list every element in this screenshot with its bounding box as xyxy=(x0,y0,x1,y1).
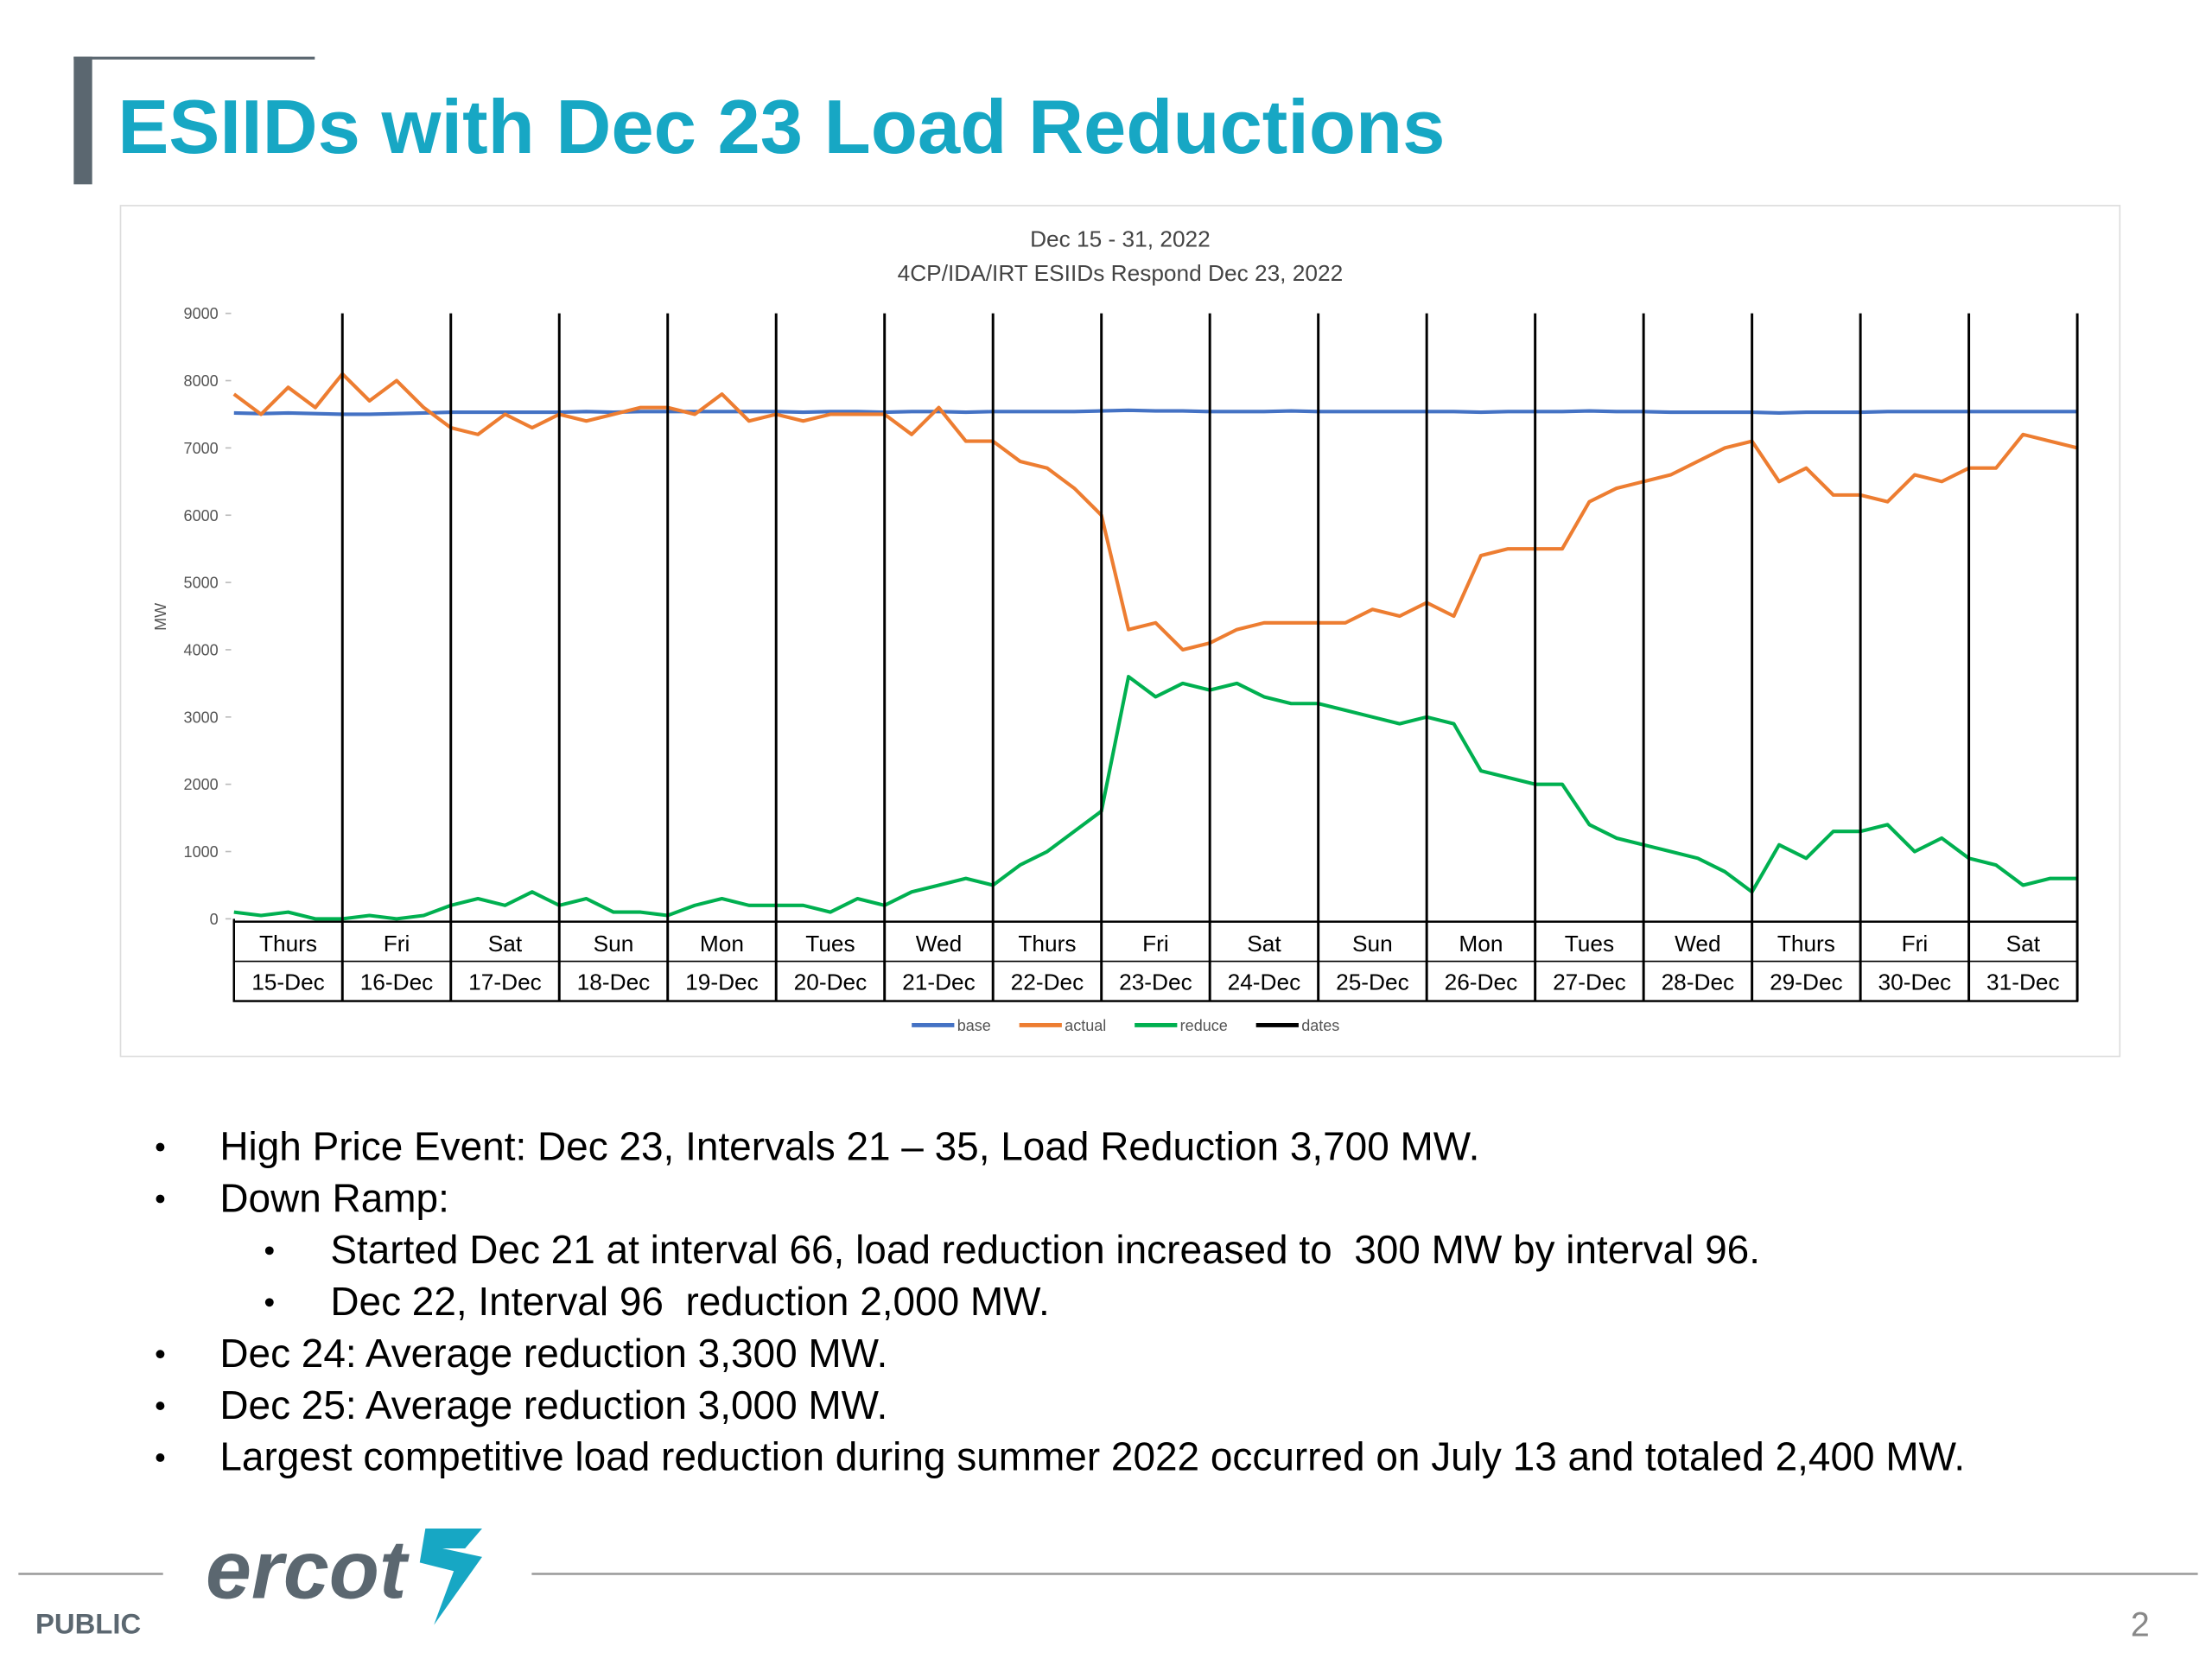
x-tick-weekday: Mon xyxy=(1459,931,1503,957)
y-tick-label: 8000 xyxy=(184,372,219,390)
x-tick-weekday: Thurs xyxy=(259,931,317,957)
y-tick-label: 6000 xyxy=(184,507,219,524)
x-tick-weekday: Fri xyxy=(1902,931,1929,957)
x-tick-date: 19-Dec xyxy=(685,969,759,995)
slide-title: ESIIDs with Dec 23 Load Reductions xyxy=(118,84,1445,169)
series-line xyxy=(233,408,2078,416)
legend-label: actual xyxy=(1065,1017,1106,1034)
chart: 0 1000 2000 3000 4000 5000 6000 7000 8000 9000 Thu… xyxy=(184,305,2079,1034)
x-tick-weekday: Sat xyxy=(488,931,523,957)
chart-subtitle: 4CP/IDA/IRT ESIIDs Respond Dec 23, 2022 xyxy=(898,260,1344,286)
x-tick-weekday: Thurs xyxy=(1018,931,1076,957)
chart-frame xyxy=(119,205,2121,1058)
x-tick-weekday: Sun xyxy=(1352,931,1393,957)
bullet-dot xyxy=(156,1350,165,1359)
bullet-text: High Price Event: Dec 23, Intervals 21 –… xyxy=(219,1123,1479,1168)
x-tick-weekday: Mon xyxy=(700,931,744,957)
bullet-text: Largest competitive load reduction durin… xyxy=(219,1434,1965,1479)
sub-bullet-dot xyxy=(264,1246,274,1255)
x-tick-date: 27-Dec xyxy=(1553,969,1626,995)
logo-text: ercot xyxy=(206,1524,410,1616)
legend-label: reduce xyxy=(1180,1017,1228,1034)
x-tick-date: 25-Dec xyxy=(1336,969,1409,995)
x-tick-date: 18-Dec xyxy=(577,969,651,995)
bullet-dot xyxy=(156,1402,165,1410)
legend-label: base xyxy=(957,1017,991,1034)
x-tick-weekday: Wed xyxy=(916,931,963,957)
bullet-list: High Price Event: Dec 23, Intervals 21 –… xyxy=(156,1123,1965,1479)
series-line xyxy=(233,675,2078,921)
y-tick-label: 2000 xyxy=(184,776,219,793)
x-tick-date: 30-Dec xyxy=(1878,969,1952,995)
chart-title: Dec 15 - 31, 2022 xyxy=(1030,226,1211,252)
legend-label: dates xyxy=(1301,1017,1339,1034)
y-tick-label: 9000 xyxy=(184,305,219,322)
x-tick-date: 29-Dec xyxy=(1770,969,1843,995)
y-tick-label: 1000 xyxy=(184,843,219,861)
x-tick-date: 28-Dec xyxy=(1662,969,1735,995)
x-tick-date: 24-Dec xyxy=(1228,969,1301,995)
bullet-dot xyxy=(156,1194,165,1204)
x-tick-date: 22-Dec xyxy=(1011,969,1084,995)
y-tick-label: 7000 xyxy=(184,440,219,457)
x-tick-weekday: Fri xyxy=(384,931,410,957)
x-tick-weekday: Thurs xyxy=(1777,931,1835,957)
title-bar xyxy=(73,56,92,185)
y-tick-label: 4000 xyxy=(184,642,219,659)
sub-bullet-text: Dec 22, Interval 96 reduction 2,000 MW. xyxy=(330,1279,1049,1324)
bullet-text: Dec 25: Average reduction 3,000 MW. xyxy=(219,1382,887,1427)
x-tick-date: 16-Dec xyxy=(360,969,434,995)
footer-label: PUBLIC xyxy=(35,1607,141,1639)
bullet-dot xyxy=(156,1142,165,1152)
page-number: 2 xyxy=(2131,1606,2150,1644)
sub-bullet-dot xyxy=(264,1298,274,1307)
x-tick-weekday: Sun xyxy=(594,931,634,957)
x-tick-date: 21-Dec xyxy=(902,969,976,995)
x-tick-weekday: Sat xyxy=(2006,931,2041,957)
x-tick-weekday: Wed xyxy=(1675,931,1721,957)
x-tick-weekday: Tues xyxy=(1565,931,1614,957)
x-tick-date: 26-Dec xyxy=(1445,969,1518,995)
x-tick-date: 20-Dec xyxy=(794,969,868,995)
y-tick-label: 0 xyxy=(210,911,219,928)
x-tick-date: 31-Dec xyxy=(1986,969,2060,995)
x-tick-weekday: Fri xyxy=(1142,931,1169,957)
y-axis-label: MW xyxy=(152,603,169,631)
series-line xyxy=(232,372,2078,652)
bullet-dot xyxy=(156,1453,165,1462)
y-tick-label: 3000 xyxy=(184,709,219,726)
x-tick-weekday: Sat xyxy=(1247,931,1281,957)
logo-icon xyxy=(419,1529,482,1625)
x-tick-weekday: Tues xyxy=(805,931,855,957)
sub-bullet-text: Started Dec 21 at interval 66, load redu… xyxy=(330,1227,1760,1272)
y-tick-label: 5000 xyxy=(184,575,219,592)
x-tick-date: 23-Dec xyxy=(1119,969,1192,995)
bullet-text: Down Ramp: xyxy=(219,1175,449,1220)
x-tick-date: 17-Dec xyxy=(468,969,542,995)
x-tick-date: 15-Dec xyxy=(251,969,325,995)
bullet-text: Dec 24: Average reduction 3,300 MW. xyxy=(219,1331,887,1376)
